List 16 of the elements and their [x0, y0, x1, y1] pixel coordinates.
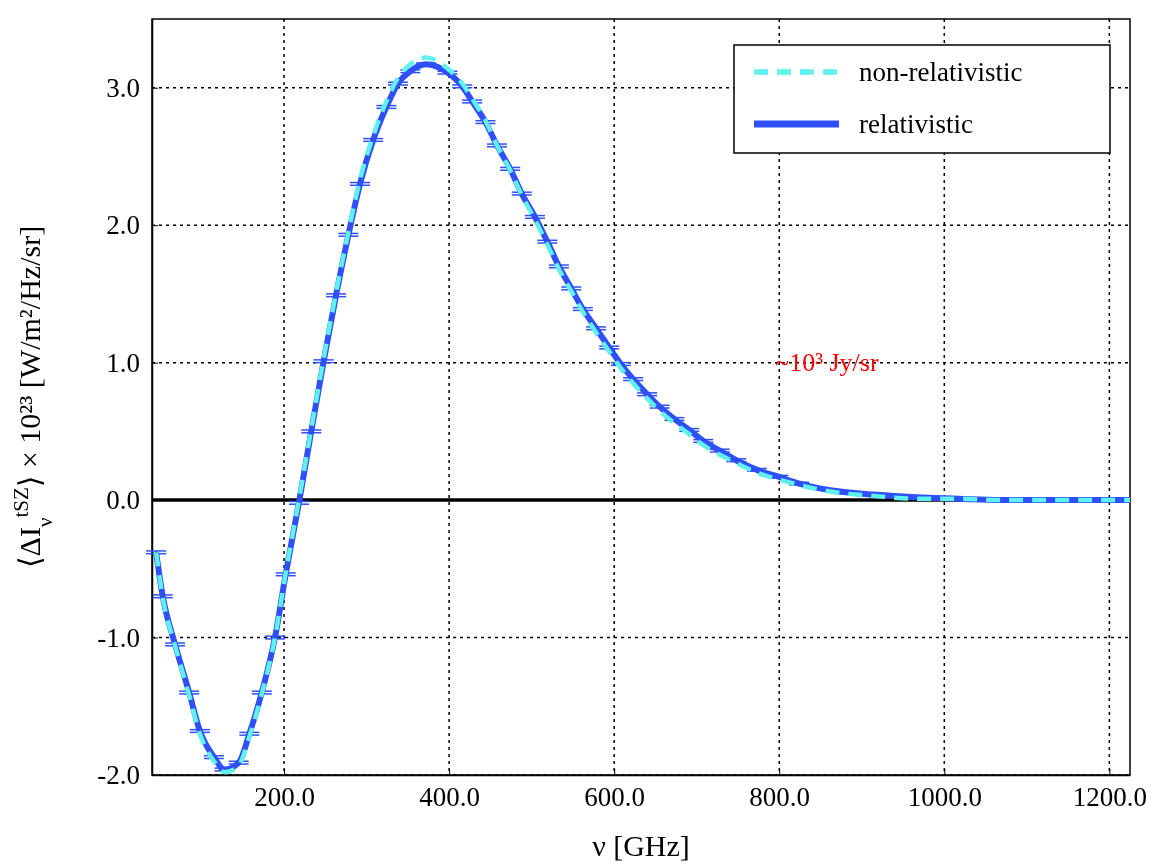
x-tick-label: 200.0: [254, 782, 315, 813]
x-tick-label: 800.0: [749, 782, 811, 813]
x-tick-label: 400.0: [419, 782, 480, 813]
annotation: ~10³ Jy/sr: [775, 347, 879, 377]
legend-label: relativistic: [859, 109, 973, 139]
y-tick-label: 3.0: [106, 72, 140, 103]
y-tick-label: 1.0: [106, 347, 140, 378]
legend-label: non-relativistic: [859, 57, 1023, 87]
y-tick-label: 0.0: [106, 485, 140, 516]
y-tick-label: 2.0: [106, 210, 140, 241]
x-tick-label: 1000.0: [907, 782, 982, 813]
x-axis-title: ν [GHz]: [592, 829, 690, 862]
x-tick-label: 1200.0: [1072, 782, 1147, 813]
y-tick-label: -2.0: [97, 760, 140, 791]
y-tick-label: -1.0: [97, 622, 140, 653]
x-tick-label: 600.0: [584, 782, 646, 813]
